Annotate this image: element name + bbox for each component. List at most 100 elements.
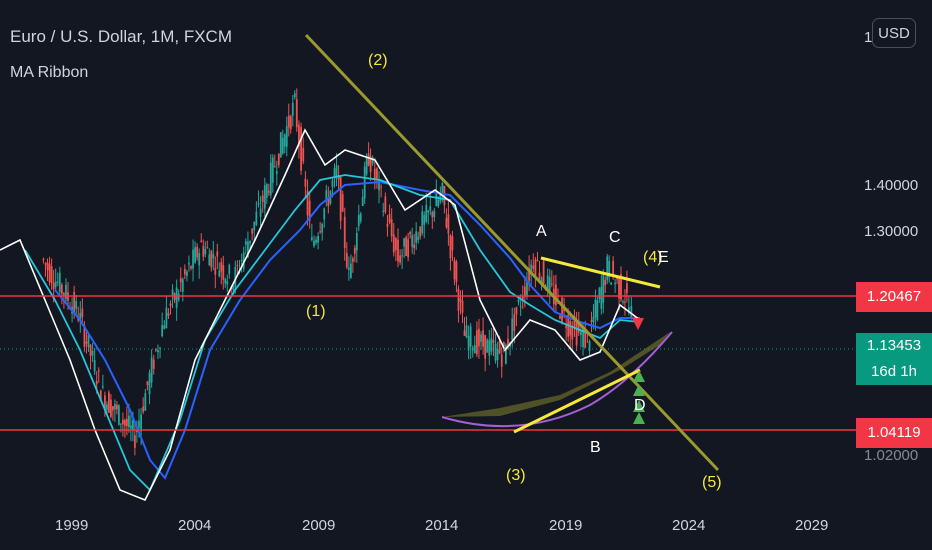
candle-body [511,318,514,341]
price-axis-tick: 1.30000 [864,223,918,240]
descending-trendline[interactable] [304,33,720,472]
candlestick-series [42,88,633,456]
candle-body [417,236,420,240]
candle-body [222,265,225,280]
candle-body [378,179,380,191]
candle-body [85,341,88,344]
candle-body [521,296,524,301]
candle-body [265,184,268,198]
candle-body [306,190,309,216]
current-price-tag: 1.13453 16d 1h [856,333,932,385]
candle-body [190,266,192,269]
candle-body [192,249,194,269]
candle-body [214,267,217,275]
candle-body [536,259,539,261]
candle-body [465,325,468,338]
candle-body [526,282,528,296]
candle-body [200,240,203,242]
candle-body [152,359,155,369]
candle-body [113,404,116,410]
candle-body [616,277,618,280]
candle-body [517,299,520,303]
candle-body [285,126,288,147]
candle-body [548,277,551,294]
candle-body [60,284,63,294]
triangle-upper-line[interactable] [540,256,661,289]
candle-body [269,162,272,196]
candle-body [353,247,356,254]
candle-body [107,392,110,413]
wave-label-1: (1) [306,303,326,320]
candle-body [624,301,626,303]
candle-body [453,260,456,280]
candle-body [480,334,482,342]
time-axis-tick: 2029 [795,517,828,534]
candle-body [413,244,416,248]
candle-body [54,281,57,288]
candle-body [345,253,348,268]
point-label-e: E [658,249,669,266]
time-axis-tick: 1999 [55,517,88,534]
candle-body [614,282,617,285]
candle-body [267,190,270,193]
candle-body [293,93,296,98]
candle-body [247,241,249,258]
candle-body [459,298,462,302]
candle-body [451,236,454,251]
triangle-lower-line[interactable] [513,368,641,434]
candle-body [44,263,47,265]
wave-label-2: (2) [368,52,388,69]
candle-body [575,322,578,346]
candle-body [206,247,209,249]
candle-body [165,307,168,329]
candle-body [343,216,346,249]
candle-body [81,308,84,318]
candle-body [101,386,104,388]
candle-body [600,286,603,309]
candle-body [123,420,126,426]
currency-button[interactable]: USD [872,18,916,48]
candle-body [273,166,276,168]
candle-body [486,339,489,353]
candle-body [573,315,576,328]
time-axis-tick: 2014 [425,517,458,534]
candle-body [382,210,385,212]
candle-body [302,147,305,162]
shaded-channel[interactable] [442,332,670,417]
candle-body [361,197,364,207]
candle-body [310,237,313,240]
candle-body [620,274,622,300]
candle-body [154,349,157,351]
candle-body [279,132,282,158]
candle-body [513,314,516,331]
candle-body [496,349,499,361]
time-axis-tick: 2004 [178,517,211,534]
candle-body [532,265,535,269]
support-arc[interactable] [441,331,673,428]
candle-body [169,303,172,306]
candle-body [376,168,378,179]
candle-body [319,231,322,233]
candle-body [244,241,247,245]
candle-body [392,234,395,253]
ma-ribbon-blue [54,180,640,480]
candle-body [369,156,372,173]
candle-body [415,231,418,243]
indicator-label[interactable]: MA Ribbon [10,64,89,81]
candle-body [584,330,587,348]
candle-body [277,153,280,166]
point-label-b: B [590,439,601,456]
candle-body [159,347,161,349]
candle-body [484,335,487,359]
candle-body [75,301,78,309]
candle-body [224,279,227,284]
candle-body [87,335,90,348]
candle-body [97,370,100,372]
candle-body [435,192,438,207]
candle-body [559,315,561,319]
candle-body [65,284,67,300]
candle-body [530,264,533,276]
symbol-title[interactable]: Euro / U.S. Dollar, 1M, FXCM [10,27,232,46]
candle-body [281,138,284,154]
